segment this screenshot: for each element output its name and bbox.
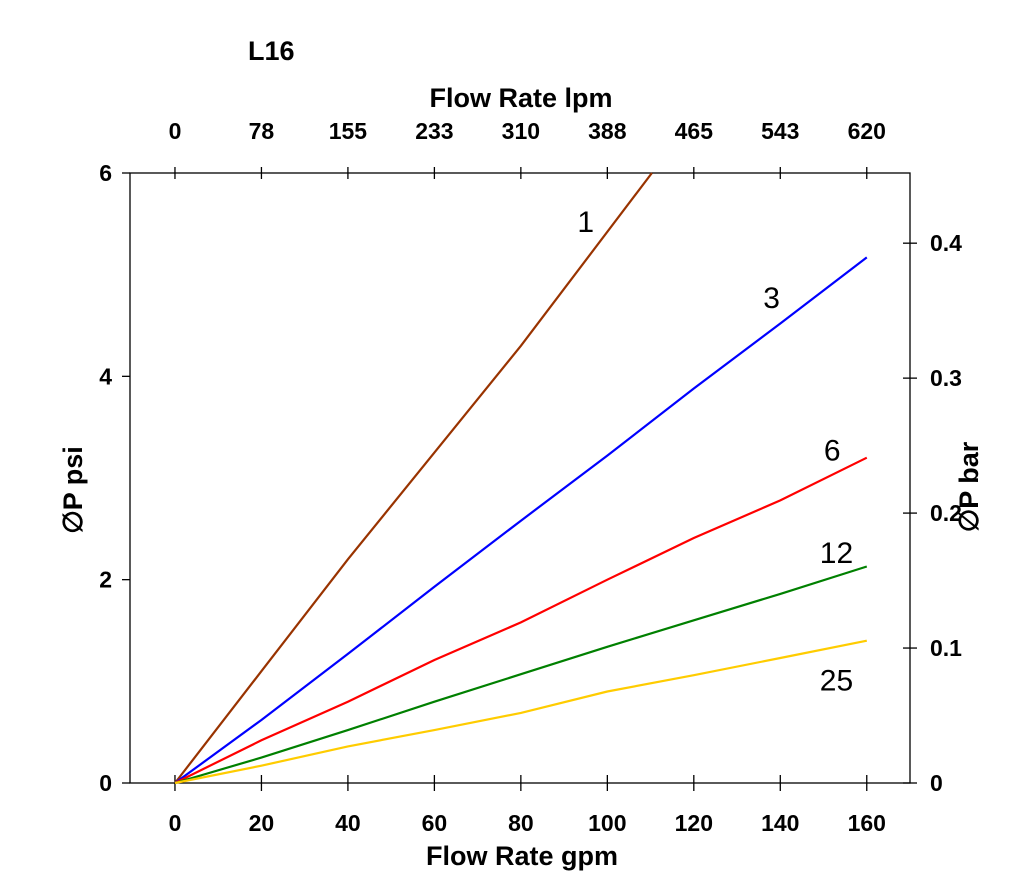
x-tick-label: 0: [169, 810, 182, 836]
x-axis-label: Flow Rate gpm: [426, 841, 618, 871]
y-tick-label: 6: [99, 160, 112, 186]
series-label-12: 12: [820, 537, 853, 570]
x-tick-label: 140: [761, 810, 799, 836]
y-tick-label: 4: [99, 363, 112, 389]
series-line-3: [174, 256, 868, 784]
series-line-12: [174, 565, 868, 785]
series-label-1: 1: [577, 206, 594, 239]
y-tick-label: 2: [99, 567, 112, 593]
y2-tick-label: 0.1: [930, 635, 962, 661]
x2-axis-label: Flow Rate lpm: [429, 83, 612, 113]
series-line-6: [174, 456, 868, 784]
y2-axis-label: ∅P bar: [954, 441, 984, 532]
x-tick-label: 120: [675, 810, 713, 836]
y2-tick-label: 0.2: [930, 500, 962, 526]
x2-tick-label: 78: [249, 118, 275, 144]
y-tick-label: 0: [99, 770, 112, 796]
series-line-1: [174, 172, 653, 784]
x2-tick-label: 465: [675, 118, 714, 144]
x2-tick-label: 388: [588, 118, 627, 144]
x-tick-label: 20: [249, 810, 275, 836]
x2-tick-label: 543: [761, 118, 799, 144]
series-label-25: 25: [820, 664, 853, 697]
x2-tick-label: 310: [502, 118, 540, 144]
y-axis-label: ∅P psi: [58, 446, 88, 534]
x2-tick-label: 233: [415, 118, 453, 144]
y2-tick-label: 0.4: [930, 230, 962, 256]
series-line-25: [174, 639, 868, 785]
chart-title: L16: [248, 36, 295, 66]
x-tick-label: 40: [335, 810, 361, 836]
y2-tick-label: 0.3: [930, 365, 962, 391]
x-tick-label: 160: [848, 810, 886, 836]
x-tick-label: 60: [422, 810, 448, 836]
x-tick-label: 80: [508, 810, 534, 836]
x-tick-label: 100: [588, 810, 626, 836]
x2-tick-label: 620: [848, 118, 886, 144]
plot-frame: [129, 172, 911, 784]
series-label-6: 6: [824, 435, 841, 468]
x2-tick-label: 155: [329, 118, 368, 144]
series-label-3: 3: [763, 282, 780, 315]
x2-tick-label: 0: [169, 118, 182, 144]
y2-tick-label: 0: [930, 770, 943, 796]
